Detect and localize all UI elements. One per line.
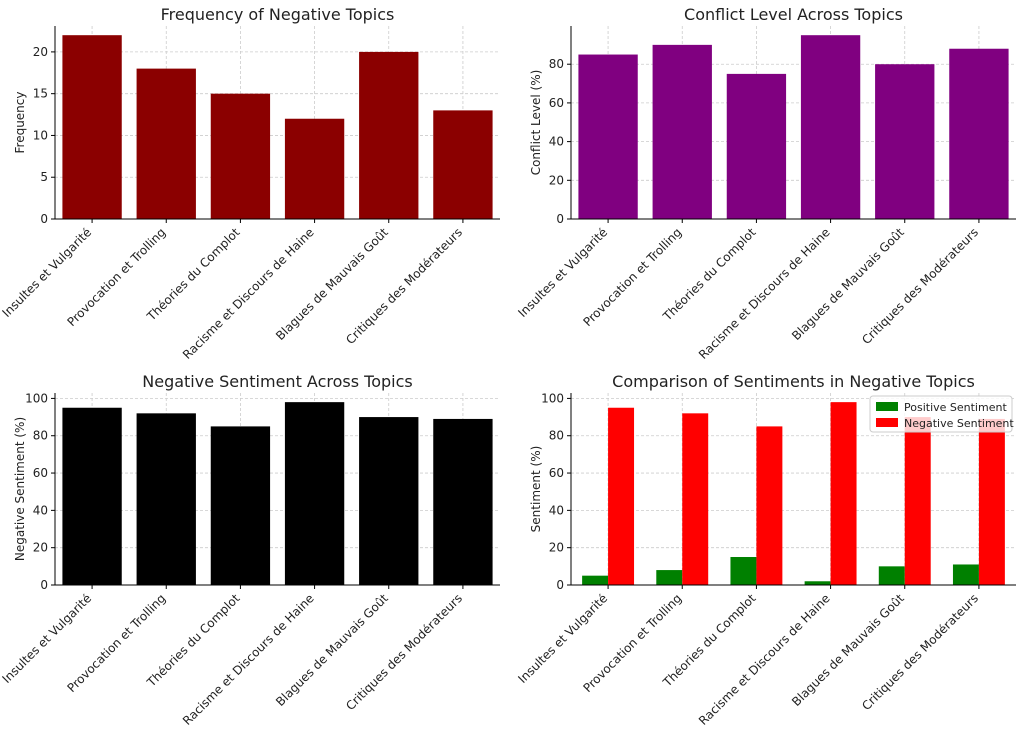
y-axis-label: Sentiment (%)	[529, 446, 543, 533]
y-tick-label: 40	[549, 135, 564, 149]
positive-sentiment-bar	[804, 581, 831, 585]
positive-sentiment-bar	[878, 566, 905, 585]
series-bar	[359, 51, 419, 219]
y-tick-label: 100	[541, 391, 564, 405]
negative-sentiment-bar	[904, 417, 931, 585]
y-tick-label: 0	[40, 212, 48, 226]
y-tick-label: 20	[549, 173, 564, 187]
legend-swatch	[876, 402, 898, 411]
y-tick-label: 0	[40, 578, 48, 592]
y-tick-label: 60	[33, 466, 48, 480]
positive-sentiment-bar	[730, 557, 757, 585]
series-bar	[359, 417, 419, 585]
series-bar	[210, 93, 271, 219]
negative-sentiment-bar	[682, 413, 709, 585]
x-tick-label: Racisme et Discours de Haine	[180, 225, 317, 362]
legend-box	[869, 395, 1013, 433]
series-bar	[875, 64, 935, 219]
y-tick-label: 20	[33, 541, 48, 555]
series-bar	[210, 426, 271, 585]
y-tick-label: 80	[549, 57, 564, 71]
series-bar	[136, 413, 196, 585]
y-axis-label: Frequency	[13, 92, 27, 154]
chart-title: Comparison of Sentiments in Negative Top…	[612, 372, 975, 391]
positive-sentiment-bar	[582, 575, 609, 585]
series-bar	[949, 48, 1009, 219]
series-bar	[578, 54, 638, 219]
negative-sentiment-bar	[608, 407, 635, 585]
negative-sentiment-bar	[978, 418, 1005, 585]
series-bar	[284, 118, 345, 219]
positive-sentiment-bar	[952, 564, 979, 585]
series-bar	[62, 35, 122, 219]
series-bar	[726, 73, 787, 220]
legend: Positive Sentiment Negative Sentiment	[869, 395, 1014, 433]
y-tick-label: 5	[40, 170, 48, 184]
y-tick-label: 80	[549, 429, 564, 443]
y-tick-label: 60	[549, 96, 564, 110]
y-tick-label: 20	[33, 45, 48, 59]
series-bar	[433, 418, 493, 585]
series-bar	[433, 110, 493, 219]
x-tick-label: Racisme et Discours de Haine	[696, 225, 833, 362]
negative-sentiment-bar	[756, 426, 783, 585]
legend-label: Positive Sentiment	[904, 401, 1007, 414]
legend-label: Negative Sentiment	[904, 417, 1014, 430]
series-bar	[136, 68, 196, 220]
y-axis-label: Negative Sentiment (%)	[13, 417, 27, 561]
x-tick-label: Racisme et Discours de Haine	[696, 591, 833, 728]
legend-swatch	[876, 418, 898, 427]
y-tick-label: 20	[549, 541, 564, 555]
y-tick-label: 60	[549, 466, 564, 480]
chart-title: Frequency of Negative Topics	[161, 5, 395, 24]
negative-sentiment-bar	[830, 402, 857, 585]
series-bar	[652, 44, 712, 220]
y-tick-label: 0	[556, 212, 564, 226]
y-tick-label: 80	[33, 429, 48, 443]
chart-title: Conflict Level Across Topics	[684, 5, 903, 24]
y-tick-label: 40	[549, 503, 564, 517]
y-tick-label: 15	[33, 87, 48, 101]
y-tick-label: 40	[33, 503, 48, 517]
y-tick-label: 0	[556, 578, 564, 592]
chart-title: Negative Sentiment Across Topics	[142, 372, 413, 391]
positive-sentiment-bar	[656, 570, 683, 585]
series-bar	[800, 35, 861, 219]
series-bar	[62, 407, 122, 585]
y-tick-label: 100	[25, 391, 48, 405]
y-axis-label: Conflict Level (%)	[529, 70, 543, 176]
series-bar	[284, 402, 345, 585]
y-tick-label: 10	[33, 128, 48, 142]
x-tick-label: Racisme et Discours de Haine	[180, 591, 317, 728]
